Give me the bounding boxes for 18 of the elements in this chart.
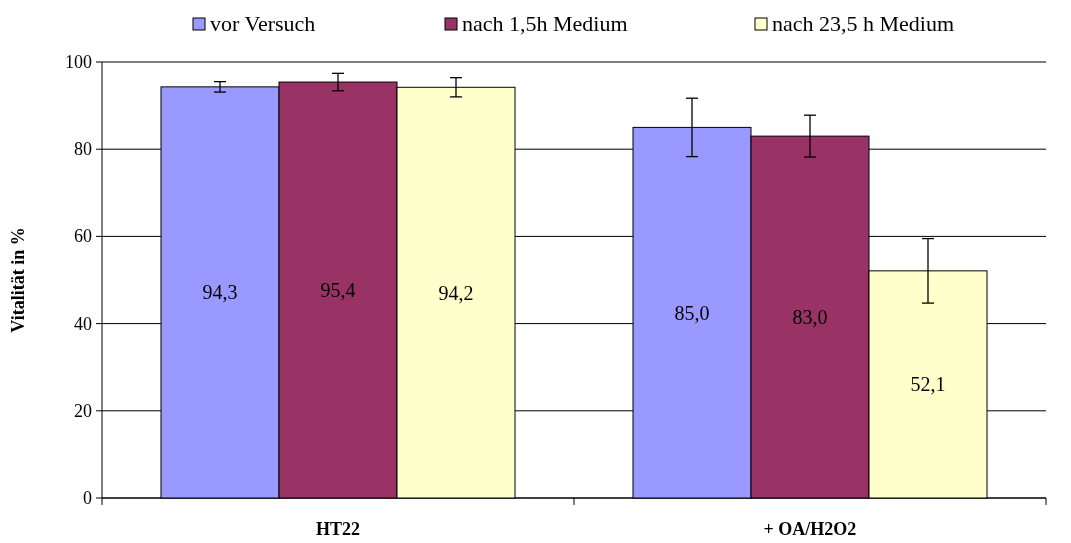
data-label: 94,3 — [202, 281, 238, 304]
data-label: 83,0 — [792, 306, 828, 329]
y-tick-label: 0 — [83, 488, 92, 508]
data-label: 94,2 — [438, 281, 474, 304]
y-tick-label: 100 — [65, 52, 92, 72]
y-axis-title: Vitalität in % — [8, 227, 28, 333]
legend-label: vor Versuch — [210, 11, 316, 36]
data-label: 95,4 — [320, 279, 356, 302]
data-label: 52,1 — [910, 373, 946, 396]
y-tick-label: 40 — [74, 313, 92, 334]
y-tick-label: 20 — [74, 400, 92, 421]
data-label: 85,0 — [674, 301, 710, 324]
x-tick-label: + OA/H2O2 — [763, 519, 857, 539]
legend-label: nach 1,5h Medium — [462, 11, 628, 36]
x-tick-label: HT22 — [315, 519, 361, 539]
legend-label: nach 23,5 h Medium — [772, 11, 955, 36]
y-tick-label: 80 — [74, 139, 92, 160]
y-tick-label: 60 — [74, 226, 92, 247]
